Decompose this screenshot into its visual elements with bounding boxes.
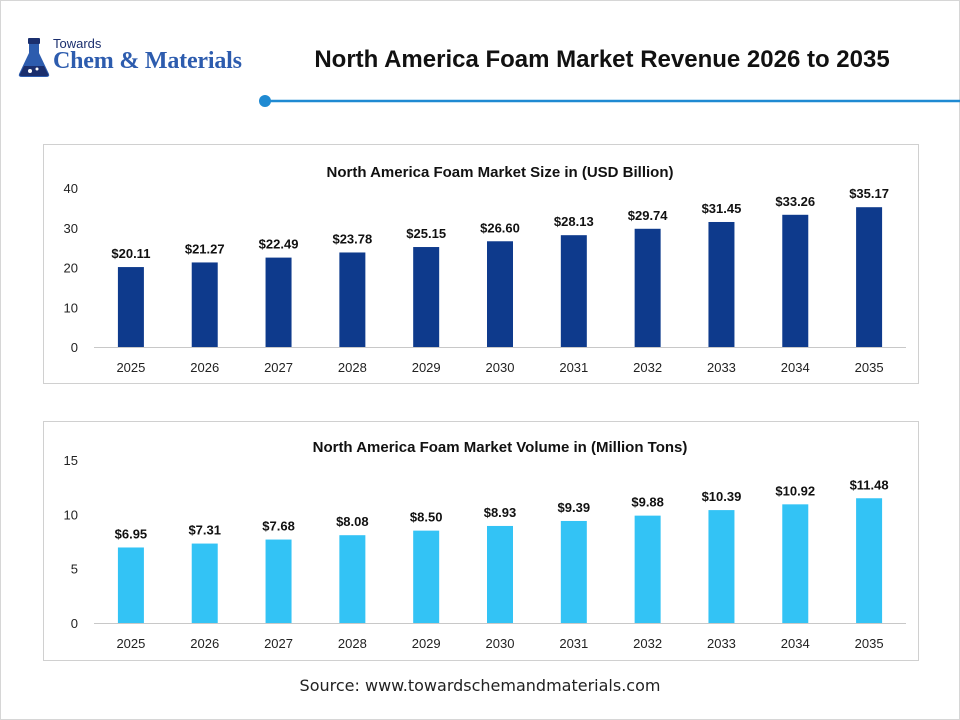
bar xyxy=(191,543,218,623)
x-tick-label: 2035 xyxy=(855,636,884,651)
data-label: $10.92 xyxy=(775,483,815,498)
data-label: $26.60 xyxy=(480,220,520,235)
data-label: $10.39 xyxy=(702,489,742,504)
y-tick-label: 0 xyxy=(71,340,78,355)
y-tick-label: 40 xyxy=(64,181,78,196)
data-label: $35.17 xyxy=(849,186,889,201)
x-tick-label: 2029 xyxy=(412,636,441,651)
brand-logo: Towards Chem & Materials xyxy=(16,34,266,80)
data-label: $23.78 xyxy=(332,231,372,246)
x-tick-label: 2032 xyxy=(633,360,662,375)
logo-text-small: Towards xyxy=(53,36,102,51)
bar xyxy=(708,510,735,623)
data-label: $21.27 xyxy=(185,241,225,256)
data-label: $25.15 xyxy=(406,226,446,241)
market-volume-chart: North America Foam Market Volume in (Mil… xyxy=(64,439,906,651)
bar xyxy=(265,539,292,623)
data-label: $31.45 xyxy=(702,201,742,216)
data-label: $8.50 xyxy=(410,510,443,525)
data-label: $9.39 xyxy=(558,500,591,515)
x-tick-label: 2028 xyxy=(338,360,367,375)
x-tick-label: 2035 xyxy=(855,360,884,375)
bar xyxy=(560,520,587,623)
bar xyxy=(708,221,735,347)
x-tick-label: 2031 xyxy=(559,360,588,375)
y-tick-label: 5 xyxy=(71,562,78,577)
data-label: $8.08 xyxy=(336,514,369,529)
bar xyxy=(487,241,513,347)
bar xyxy=(782,504,809,623)
chart-title: North America Foam Market Size in (USD B… xyxy=(327,164,674,181)
x-tick-label: 2027 xyxy=(264,360,293,375)
y-tick-label: 20 xyxy=(64,261,78,276)
bar xyxy=(560,235,587,347)
x-tick-label: 2034 xyxy=(781,636,810,651)
data-label: $6.95 xyxy=(115,526,148,541)
x-tick-label: 2034 xyxy=(781,360,810,375)
flask-icon xyxy=(18,38,50,77)
data-label: $9.88 xyxy=(631,495,664,510)
bar xyxy=(856,207,883,347)
x-tick-label: 2025 xyxy=(116,636,145,651)
market-size-chart: North America Foam Market Size in (USD B… xyxy=(64,164,906,375)
bar xyxy=(782,214,809,347)
data-label: $29.74 xyxy=(628,208,669,223)
x-tick-label: 2026 xyxy=(190,636,219,651)
bar xyxy=(634,515,661,623)
data-label: $7.68 xyxy=(262,519,295,534)
page-title: North America Foam Market Revenue 2026 t… xyxy=(314,46,890,73)
logo-text-big: Chem & Materials xyxy=(53,48,242,74)
source-url: www.towardschemandmaterials.com xyxy=(364,676,661,695)
data-label: $33.26 xyxy=(775,194,815,209)
y-tick-label: 30 xyxy=(64,221,78,236)
data-label: $7.31 xyxy=(188,523,221,538)
y-tick-label: 10 xyxy=(64,300,78,315)
bar xyxy=(339,535,366,623)
divider-dot xyxy=(259,95,271,107)
y-tick-label: 10 xyxy=(64,507,78,522)
bar xyxy=(856,498,883,623)
bar xyxy=(413,247,440,347)
bar xyxy=(191,262,218,347)
data-label: $28.13 xyxy=(554,214,594,229)
x-tick-label: 2028 xyxy=(338,636,367,651)
y-tick-label: 15 xyxy=(64,453,78,468)
title-divider xyxy=(259,95,960,107)
bar xyxy=(634,228,661,347)
x-tick-label: 2025 xyxy=(116,360,145,375)
x-tick-label: 2027 xyxy=(264,636,293,651)
x-tick-label: 2031 xyxy=(559,636,588,651)
x-tick-label: 2032 xyxy=(633,636,662,651)
bar xyxy=(339,252,366,347)
data-label: $11.48 xyxy=(850,477,889,492)
chart-panel-market-size: North America Foam Market Size in (USD B… xyxy=(43,144,919,384)
bar xyxy=(265,257,292,347)
bar xyxy=(117,547,144,623)
data-label: $8.93 xyxy=(484,505,517,520)
y-tick-label: 0 xyxy=(71,616,78,631)
chart-title: North America Foam Market Volume in (Mil… xyxy=(313,439,688,456)
data-label: $20.11 xyxy=(111,246,150,261)
bar xyxy=(413,530,440,623)
x-tick-label: 2029 xyxy=(412,360,441,375)
x-tick-label: 2033 xyxy=(707,636,736,651)
x-tick-label: 2026 xyxy=(190,360,219,375)
x-tick-label: 2033 xyxy=(707,360,736,375)
chart-panel-market-volume: North America Foam Market Volume in (Mil… xyxy=(43,421,919,661)
data-label: $22.49 xyxy=(259,237,299,252)
bar xyxy=(487,525,513,623)
source-note: Source: www.towardschemandmaterials.com xyxy=(0,676,960,695)
bar xyxy=(117,267,144,347)
x-tick-label: 2030 xyxy=(486,636,515,651)
x-tick-label: 2030 xyxy=(486,360,515,375)
source-prefix: Source: xyxy=(299,676,360,695)
